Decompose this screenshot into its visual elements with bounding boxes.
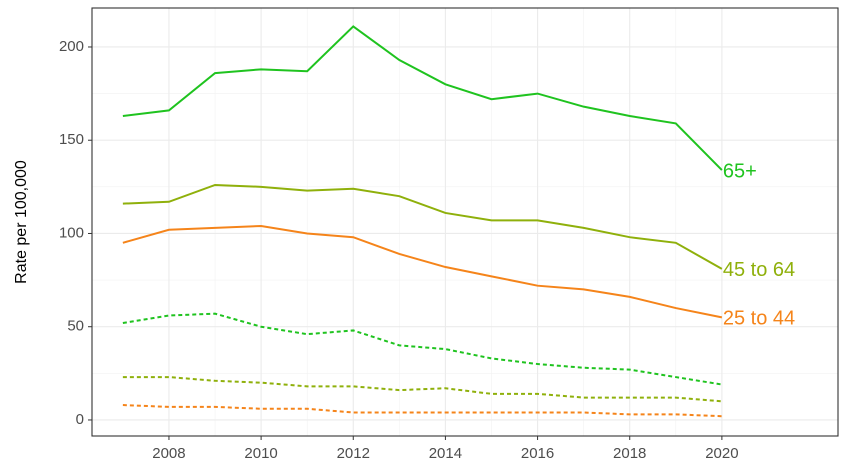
x-tick-label: 2014 <box>429 445 462 462</box>
x-tick-label: 2020 <box>705 445 738 462</box>
line <box>122 183 723 270</box>
line-label: 45 to 64 <box>723 259 795 281</box>
panel-border <box>91 7 839 437</box>
line <box>122 225 723 319</box>
x-tick-label: 2012 <box>337 445 370 462</box>
y-tick-label: 0 <box>76 411 84 428</box>
line-label: 25 to 44 <box>723 308 795 330</box>
x-tick-label: 2008 <box>152 445 185 462</box>
y-tick-label: 200 <box>59 38 84 55</box>
y-tick-label: 100 <box>59 224 84 241</box>
x-tick-label: 2016 <box>521 445 554 462</box>
y-axis-label: Rate per 100,000 <box>13 160 30 284</box>
dashed-line <box>122 404 722 418</box>
line <box>122 25 723 171</box>
dashed-line <box>122 376 722 403</box>
x-tick-label: 2018 <box>613 445 646 462</box>
y-tick-label: 150 <box>59 131 84 148</box>
x-tick-label: 2010 <box>244 445 277 462</box>
dashed-line <box>122 312 723 386</box>
y-tick-label: 50 <box>67 318 84 335</box>
line-label: 65+ <box>723 160 757 182</box>
